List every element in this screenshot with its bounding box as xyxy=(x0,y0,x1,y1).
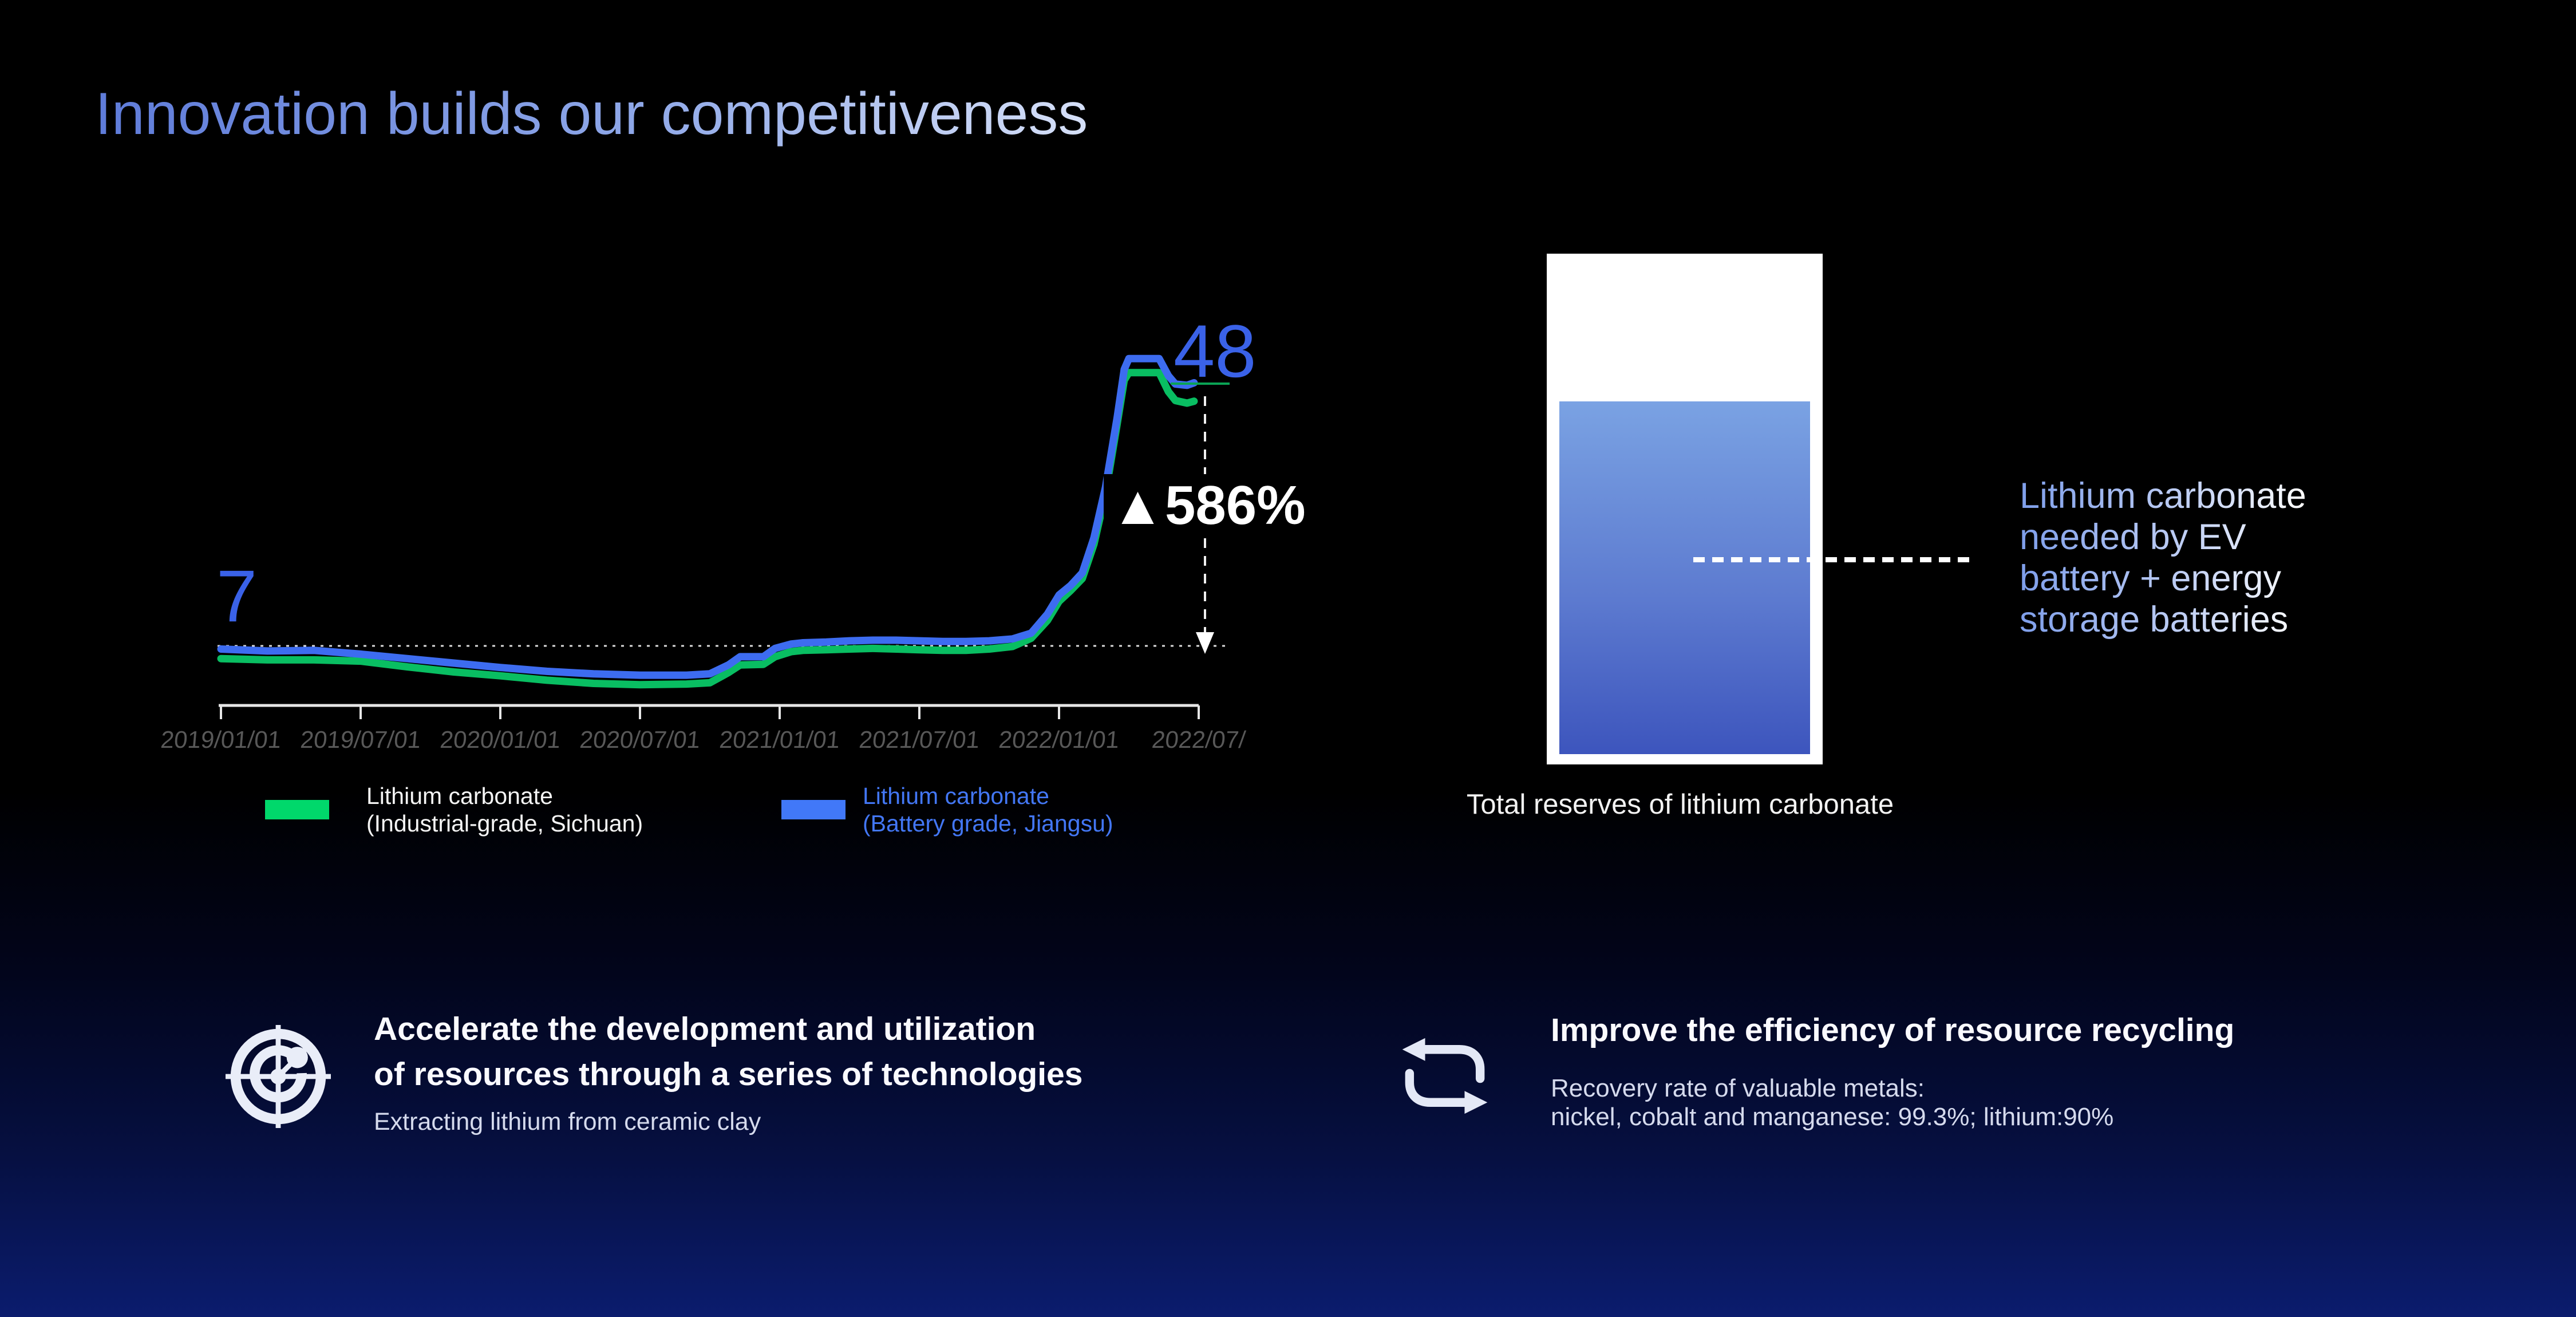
x-tick-label: 2021/01/01 xyxy=(718,726,841,753)
recycle-loop-icon xyxy=(1402,1038,1488,1114)
series-line xyxy=(217,354,1198,679)
percent-change-label: ▲586% xyxy=(1104,474,1313,537)
x-tick-label: 2022/01/01 xyxy=(997,726,1121,753)
x-tick-label: 2020/01/01 xyxy=(438,726,562,753)
change-arrow-head-icon xyxy=(1196,632,1214,654)
legend-swatch-battery xyxy=(781,800,846,819)
end-value-label: 48 xyxy=(1174,309,1257,393)
item-sub-development: Extracting lithium from ceramic clay xyxy=(374,1108,761,1135)
page-title: Innovation builds our competitiveness xyxy=(95,81,1088,147)
series-layer xyxy=(217,354,1198,689)
series-line xyxy=(217,369,1198,689)
reserves-dashed-connector xyxy=(1693,557,1969,562)
reserves-container xyxy=(1547,254,1823,764)
item-heading-recycling: Improve the efficiency of resource recyc… xyxy=(1551,1012,2235,1048)
price-chart: 7 48 ▲586% 2019/01/01 2019/07/01 2020/01/0… xyxy=(149,286,1328,767)
legend-label-industrial: Lithium carbonate (Industrial-grade, Sic… xyxy=(366,783,643,837)
item-sub-recycling: Recovery rate of valuable metals: nickel… xyxy=(1551,1074,2114,1131)
item-heading-development: Accelerate the development and utilizati… xyxy=(374,1011,1083,1093)
legend-label-battery: Lithium carbonate (Battery grade, Jiangs… xyxy=(863,783,1113,837)
x-tick-label: 2019/01/01 xyxy=(159,726,283,753)
price-chart-canvas xyxy=(217,354,1230,719)
reserves-fill-bar xyxy=(1559,401,1810,754)
x-axis-labels: 2019/01/01 2019/07/01 2020/01/01 2020/07/01… xyxy=(151,726,1269,754)
x-axis-ticks xyxy=(220,705,1200,719)
x-tick-label: 2020/07/01 xyxy=(578,726,702,753)
reserves-annotation: Lithium carbonate needed by EV battery +… xyxy=(2020,476,2306,640)
reserves-caption: Total reserves of lithium carbonate xyxy=(1466,789,1894,820)
x-tick-label: 2022/07/ xyxy=(1151,726,1247,753)
radar-target-icon xyxy=(226,1024,331,1129)
x-tick-label: 2019/07/01 xyxy=(299,726,422,753)
legend-swatch-industrial xyxy=(265,800,329,819)
start-value-label: 7 xyxy=(216,555,258,637)
x-tick-label: 2021/07/01 xyxy=(858,726,981,753)
